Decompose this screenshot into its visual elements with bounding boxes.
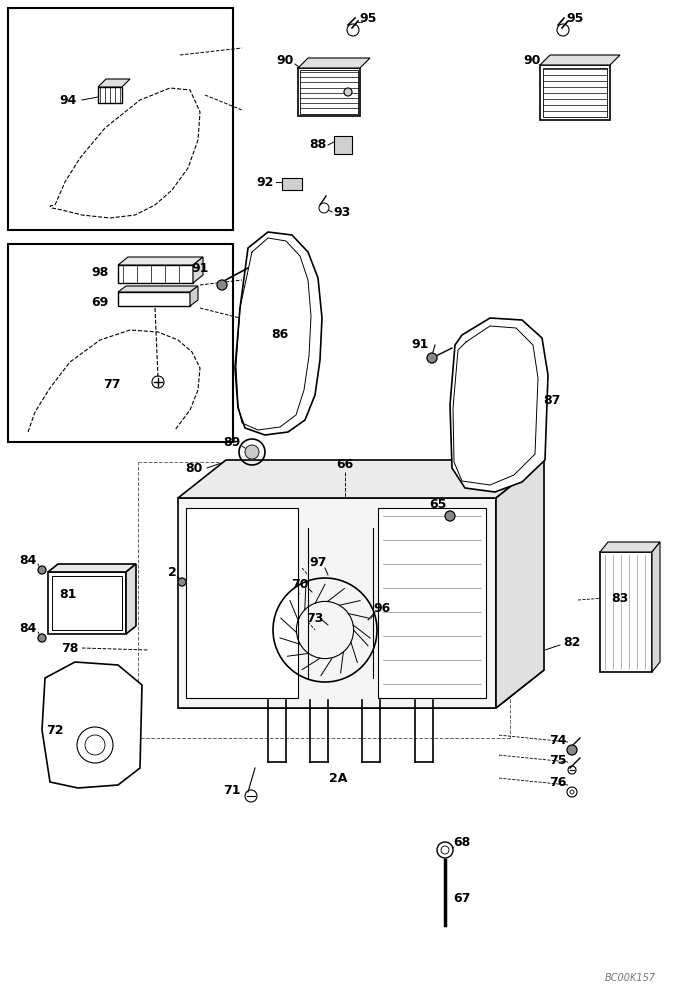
Polygon shape [600, 542, 660, 552]
Polygon shape [42, 662, 142, 788]
Text: 76: 76 [549, 776, 566, 788]
Polygon shape [378, 508, 486, 698]
Polygon shape [126, 564, 136, 634]
Text: 73: 73 [306, 611, 324, 624]
Circle shape [178, 578, 186, 586]
Text: 84: 84 [19, 621, 37, 635]
Text: 70: 70 [291, 578, 309, 591]
Circle shape [445, 511, 455, 521]
Polygon shape [193, 257, 203, 283]
Circle shape [245, 445, 259, 459]
Text: 2: 2 [168, 566, 176, 578]
Text: 67: 67 [454, 892, 471, 904]
Polygon shape [540, 65, 610, 120]
Text: 89: 89 [223, 436, 241, 448]
Text: 93: 93 [333, 206, 351, 219]
Text: 88: 88 [309, 138, 326, 151]
Text: 94: 94 [59, 94, 77, 106]
Circle shape [217, 280, 227, 290]
Polygon shape [334, 136, 352, 154]
Text: 65: 65 [429, 498, 447, 512]
Text: 2A: 2A [329, 772, 347, 784]
Text: 69: 69 [91, 296, 109, 308]
Polygon shape [48, 564, 136, 572]
Text: 95: 95 [359, 11, 377, 24]
Text: 96: 96 [373, 601, 390, 614]
Circle shape [38, 566, 46, 574]
Bar [8, 244, 233, 442]
Polygon shape [496, 460, 544, 708]
Polygon shape [98, 87, 122, 103]
Text: 72: 72 [46, 724, 64, 736]
Text: 91: 91 [411, 338, 428, 352]
Polygon shape [48, 572, 126, 634]
Polygon shape [450, 318, 548, 492]
Text: 66: 66 [337, 458, 354, 472]
Text: 98: 98 [91, 265, 109, 278]
Circle shape [427, 353, 437, 363]
Text: 81: 81 [59, 588, 77, 601]
Polygon shape [118, 265, 193, 283]
Circle shape [567, 745, 577, 755]
Polygon shape [190, 286, 198, 306]
Text: 68: 68 [454, 836, 471, 850]
Text: 71: 71 [223, 784, 241, 796]
Polygon shape [298, 58, 370, 68]
Polygon shape [186, 508, 298, 698]
Polygon shape [118, 286, 198, 292]
Bar [52, 576, 122, 630]
Polygon shape [178, 460, 544, 498]
Text: 84: 84 [19, 554, 37, 566]
Polygon shape [235, 232, 322, 435]
Text: BC00K157: BC00K157 [605, 973, 656, 983]
Polygon shape [540, 55, 620, 65]
Text: 90: 90 [524, 53, 541, 66]
Text: 74: 74 [549, 734, 566, 746]
Polygon shape [600, 552, 652, 672]
Text: 90: 90 [276, 53, 294, 66]
Text: 97: 97 [309, 556, 326, 570]
Text: 82: 82 [563, 636, 581, 648]
Text: 95: 95 [566, 11, 583, 24]
Polygon shape [298, 68, 360, 116]
Text: 87: 87 [543, 393, 561, 406]
Text: 86: 86 [271, 328, 288, 342]
Circle shape [344, 88, 352, 96]
Text: 80: 80 [186, 462, 203, 475]
Polygon shape [652, 542, 660, 672]
Text: 83: 83 [611, 591, 628, 604]
Bar [543, 68, 607, 117]
Circle shape [38, 634, 46, 642]
Bar [8, 8, 233, 230]
Text: 92: 92 [256, 176, 273, 188]
Polygon shape [178, 498, 496, 708]
Polygon shape [282, 178, 302, 190]
Text: 75: 75 [549, 754, 566, 766]
Polygon shape [178, 670, 544, 708]
Text: 78: 78 [61, 642, 79, 654]
Polygon shape [118, 292, 190, 306]
Text: 91: 91 [191, 261, 209, 274]
Bar [300, 70, 358, 114]
Text: 77: 77 [103, 378, 121, 391]
Polygon shape [98, 79, 130, 87]
Polygon shape [118, 257, 203, 265]
